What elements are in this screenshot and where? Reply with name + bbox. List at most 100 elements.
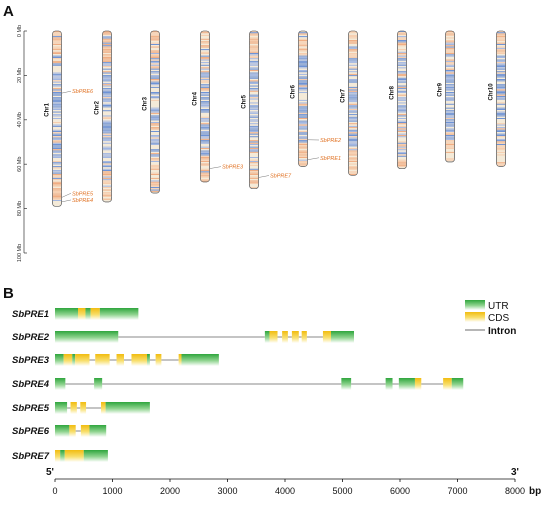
chromosome-4: Chr4: [193, 30, 210, 183]
utr-segment: [451, 378, 464, 390]
utr-segment: [264, 331, 270, 343]
chromosome-body: [397, 30, 407, 169]
chromosome-label: Chr2: [95, 100, 101, 114]
chromosome-label: Chr4: [193, 91, 199, 105]
axis-tick-label: 6000: [390, 486, 410, 496]
chromosome-ideograms: Chr1 Chr2 Chr3 Chr4 Chr5 Chr6 Chr7 Chr8 Chr9 Chr1…: [45, 30, 506, 207]
cds-segment: [80, 402, 87, 414]
chromosome-label: Chr6: [291, 84, 297, 98]
legend-cds-swatch: [465, 312, 485, 322]
scale-tick-label: 60 Mb: [17, 157, 23, 172]
chromosome-label: Chr7: [341, 88, 347, 102]
cds-segment: [443, 378, 452, 390]
density-bands: [445, 31, 455, 161]
chromosome-2: Chr2: [95, 30, 112, 203]
legend: UTR CDS Intron: [465, 300, 516, 337]
density-bands: [298, 32, 308, 166]
cds-segment: [101, 402, 106, 414]
utr-segment: [55, 354, 64, 366]
gene-model-sbpre7: SbPRE7: [12, 450, 108, 462]
cds-segment: [269, 331, 278, 343]
axis-tick-label: 0: [52, 486, 57, 496]
gene-annotation-label: SbPRE2: [320, 138, 341, 144]
cds-segment: [69, 425, 76, 437]
density-bands: [150, 31, 160, 192]
legend-utr-label: UTR: [488, 301, 509, 312]
cds-segment: [64, 450, 84, 462]
cds-segment: [291, 331, 299, 343]
panel-b-label: B: [3, 285, 14, 302]
density-bands: [496, 31, 506, 166]
legend-cds-label: CDS: [488, 313, 509, 324]
gene-annotation-label: SbPRE6: [72, 89, 94, 95]
utr-segment: [60, 450, 65, 462]
chromosome-label: Chr9: [438, 82, 444, 96]
chromosome-label: Chr10: [489, 83, 495, 101]
cds-segment: [78, 308, 86, 320]
utr-segment: [55, 378, 66, 390]
cds-segment: [178, 354, 182, 366]
cds-segment: [55, 450, 61, 462]
cds-segment: [322, 331, 331, 343]
gene-leader-line: [258, 175, 270, 178]
chromosome-1: Chr1: [45, 30, 62, 207]
cds-segment: [63, 354, 73, 366]
axis-tick-label: 7000: [447, 486, 467, 496]
gene-annotation-label: SbPRE1: [320, 156, 341, 162]
chromosome-label: Chr5: [242, 94, 248, 108]
gene-model-sbpre4: SbPRE4: [12, 378, 464, 390]
gene-model-sbpre6: SbPRE6: [12, 425, 107, 437]
scale-tick-label: 0 Mb: [17, 25, 23, 37]
gene-name: SbPRE5: [12, 403, 50, 414]
scale-bar: 0 Mb 20 Mb 40 Mb 60 Mb 80 Mb 100 Mb: [17, 25, 27, 262]
gene-structures: SbPRE1 SbPRE2 SbPRE3 SbPRE4 SbPRE5 SbPRE6 SbPR…: [12, 308, 464, 462]
density-bands: [348, 31, 358, 175]
utr-segment: [55, 425, 70, 437]
gene-name: SbPRE1: [12, 309, 49, 320]
cds-segment: [75, 354, 90, 366]
gene-leader-line: [307, 157, 320, 161]
legend-intron-label: Intron: [488, 326, 516, 337]
panel-a-label: A: [3, 3, 14, 20]
density-bands: [200, 31, 210, 182]
utr-segment: [89, 425, 107, 437]
chromosome-label: Chr8: [390, 85, 396, 99]
bp-axis: 5' 3' bp 0 1000 2000 3000 4000 5000 6000 7000 80…: [46, 467, 541, 497]
gene-annotation-label: SbPRE3: [222, 165, 244, 171]
chromosome-label: Chr1: [45, 102, 51, 116]
cds-segment: [80, 425, 90, 437]
utr-segment: [72, 354, 76, 366]
cds-segment: [131, 354, 147, 366]
axis-tick-label: 4000: [275, 486, 295, 496]
gene-name: SbPRE2: [12, 332, 50, 343]
chromosome-5: Chr5: [242, 30, 259, 189]
density-bands: [397, 31, 407, 168]
gene-model-sbpre3: SbPRE3: [12, 354, 219, 366]
cds-segment: [301, 331, 307, 343]
utr-segment: [85, 308, 91, 320]
chromosome-3: Chr3: [143, 30, 160, 194]
chromosome-6: Chr6: [291, 30, 308, 167]
utr-segment: [398, 378, 415, 390]
gene-model-sbpre2: SbPRE2: [12, 331, 354, 343]
cds-segment: [282, 331, 288, 343]
axis-tick-label: 3000: [217, 486, 237, 496]
cds-segment: [155, 354, 162, 366]
utr-segment: [105, 402, 150, 414]
utr-segment: [83, 450, 108, 462]
axis-unit: bp: [529, 486, 541, 497]
utr-segment: [55, 402, 68, 414]
axis-tick-label: 2000: [160, 486, 180, 496]
chromosome-8: Chr8: [390, 30, 407, 169]
utr-segment: [385, 378, 393, 390]
gene-annotation-label: SbPRE4: [72, 198, 93, 204]
chromosome-body: [102, 30, 112, 203]
scale-tick-label: 40 Mb: [17, 112, 23, 127]
chromosome-9: Chr9: [438, 30, 455, 163]
density-bands: [102, 31, 112, 200]
cds-segment: [70, 402, 77, 414]
legend-utr-swatch: [465, 300, 485, 310]
utr-segment: [341, 378, 352, 390]
